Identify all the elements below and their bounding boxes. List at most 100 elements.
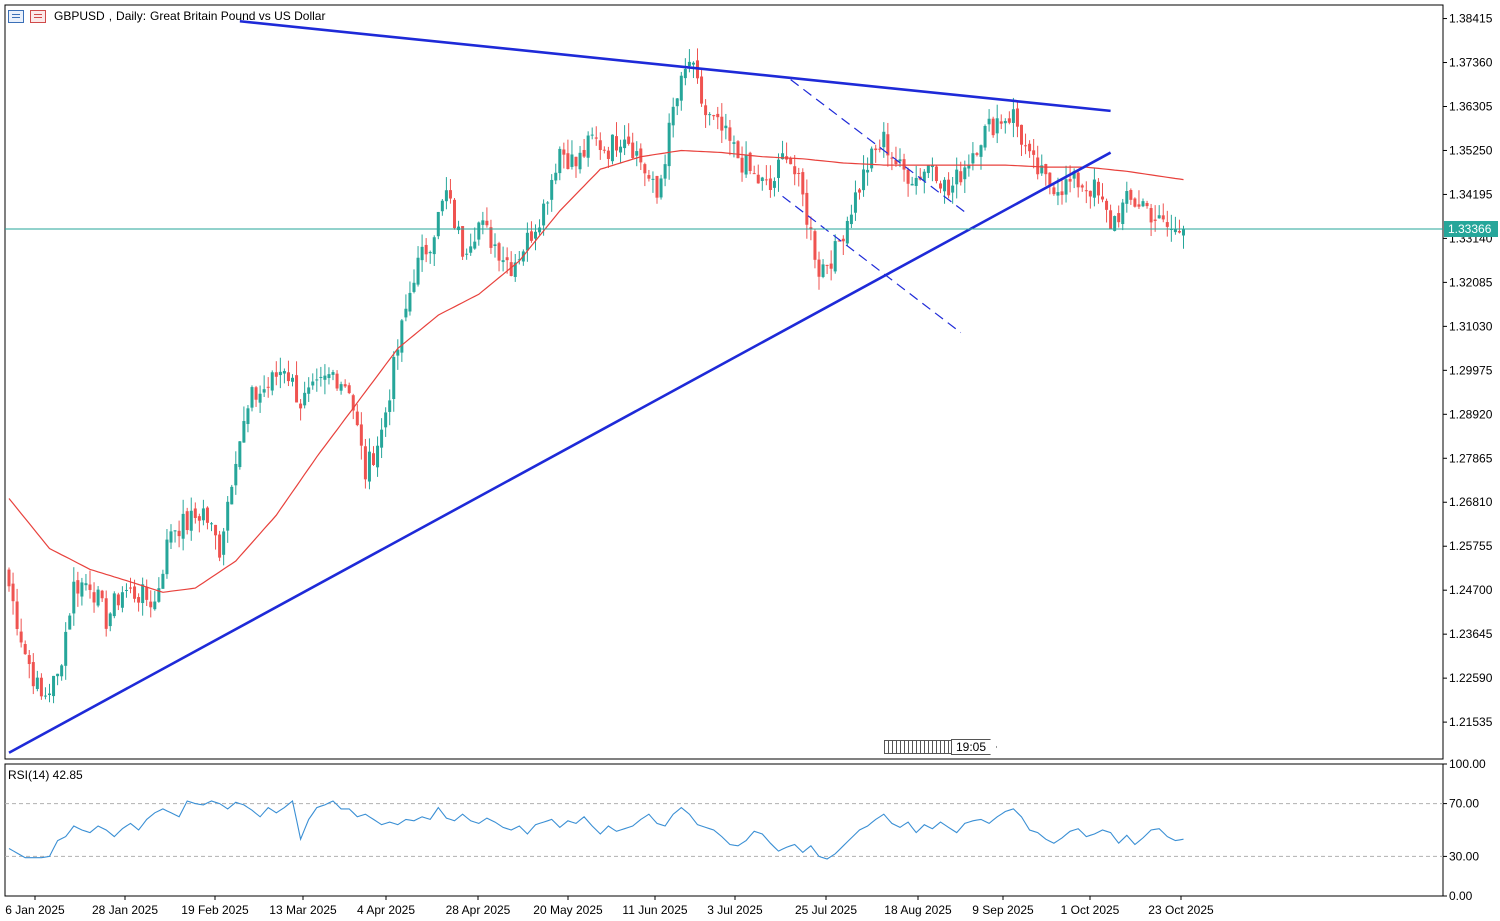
x-tick-label: 3 Jul 2025 [707,903,763,917]
candle [529,221,533,243]
candle-body [671,106,675,126]
candle-body [465,253,469,255]
candle [858,187,861,200]
candle-body [550,179,554,200]
candle [1177,219,1181,234]
candle-body [157,588,161,602]
candle [234,451,238,495]
candle-body [31,662,35,687]
candle [1080,183,1084,192]
candle-body [412,282,416,292]
y-tick-label: 1.35250 [1449,143,1493,157]
candle-body [1121,202,1125,225]
candle-body [602,149,606,151]
candle-body [1048,172,1052,185]
candle [48,683,51,703]
candle-body [64,631,68,666]
timer-hatch [884,740,952,754]
candle [242,406,246,443]
candle [534,224,537,251]
candle [197,513,201,533]
candle [590,127,594,140]
candle-body [282,371,286,374]
candle [43,687,47,700]
candle-body [995,118,999,134]
candle [1105,198,1109,223]
candle-body [959,171,963,183]
candle-body [197,516,201,521]
candle-body [286,372,290,382]
candle [724,113,728,140]
candle-body [651,178,655,180]
candle-body [566,153,570,170]
candle [979,144,983,170]
candle-body [258,393,262,403]
candle-body [817,259,821,277]
candle-body [615,136,618,151]
x-tick-label: 13 Mar 2025 [269,903,337,917]
candle-body [837,240,841,242]
candle [1048,172,1052,195]
candle [299,399,303,421]
candle-body [420,246,424,261]
candle-body [266,386,270,388]
rsi-y-axis: 100.00 70.00 30.00 0.00 [1443,757,1486,903]
candle [108,612,112,632]
candle [343,379,347,388]
candle [736,140,740,159]
candle-body [1105,200,1109,210]
candle-body [246,408,250,425]
candle [327,367,331,385]
rsi-tick-label: 100.00 [1449,757,1486,771]
candle [246,405,250,433]
candle [768,165,772,198]
candle-body [416,257,420,285]
candle [112,591,116,619]
candle [841,235,845,256]
candle-body [88,584,92,590]
candle [100,589,104,602]
candle-body [153,601,157,610]
candle [323,364,327,395]
candle [60,664,64,681]
candle [1084,181,1088,204]
candle [489,219,493,254]
candle-body [513,262,517,277]
candle-body [1064,179,1068,195]
candle [31,653,35,695]
candle-body [712,115,716,117]
candle [319,366,323,387]
candle [177,520,181,548]
candle [201,499,205,526]
candle [866,157,870,186]
candle-body [1076,172,1080,188]
candle-body [440,200,444,212]
candle-timer[interactable]: 19:05 [884,738,998,756]
candle-body [777,159,780,178]
candle [35,670,39,692]
candle [1121,198,1125,231]
trendline-lower [8,151,1112,754]
candle [88,570,92,599]
candle-body [947,179,951,196]
candle [999,114,1003,130]
candle-body [894,159,898,164]
candle-body [1092,179,1096,198]
candle [363,438,367,489]
candle-body [489,227,493,248]
timer-clock-label: 19:05 [951,739,998,755]
candle [1076,171,1080,198]
candle-body [926,164,930,174]
candle [878,139,882,153]
candle-body [1056,192,1060,196]
candle [226,496,230,543]
candle-body [461,226,465,257]
candle-body [902,159,906,170]
candle [270,370,274,396]
candle [367,438,371,490]
candle [849,204,853,229]
candle-body [303,392,307,406]
y-tick-label: 1.31030 [1449,319,1493,333]
candle-body [335,373,339,389]
